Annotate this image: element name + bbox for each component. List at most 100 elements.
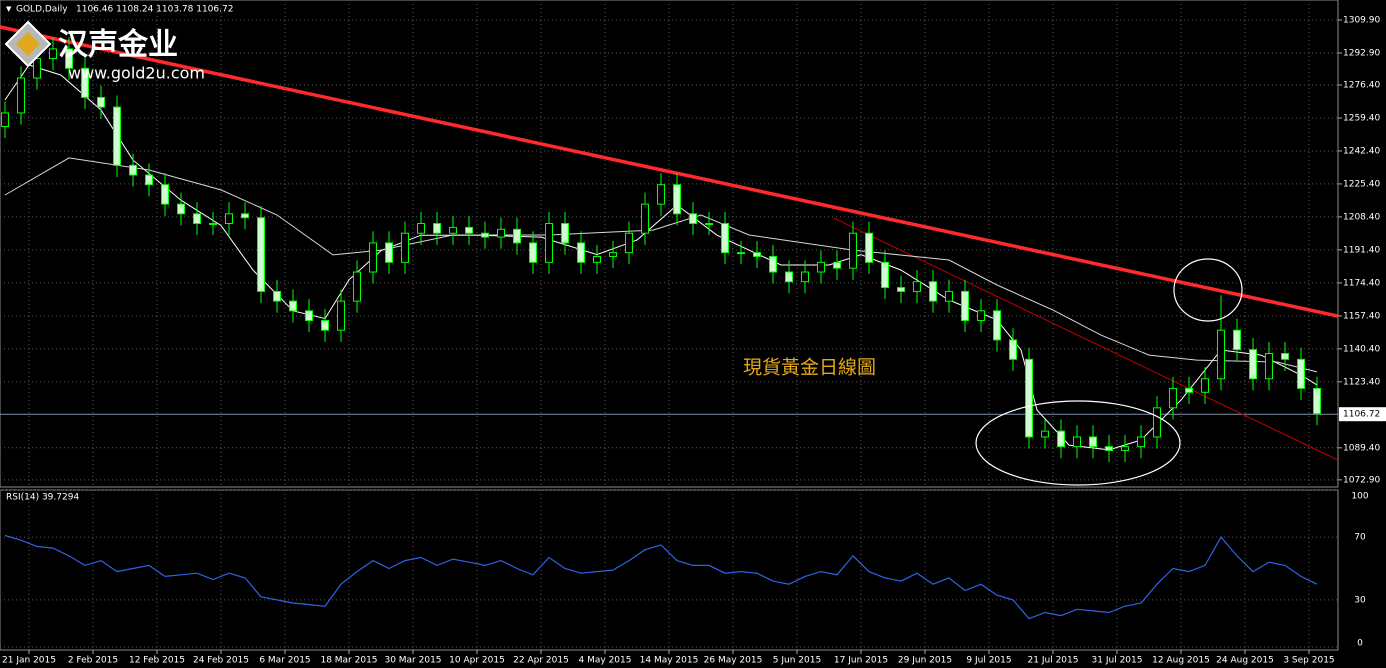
x-tick-label: 21 Jan 2015 — [2, 656, 56, 666]
candle-body — [1233, 329, 1241, 351]
candle-body — [753, 252, 761, 257]
x-tick-label: 12 Feb 2015 — [129, 656, 185, 666]
candle-body — [1249, 349, 1257, 380]
x-tick-label: 17 Jun 2015 — [834, 656, 888, 666]
candle-body — [1281, 353, 1289, 360]
y-tick-label: 1276.40 — [1343, 80, 1380, 90]
candle-body — [65, 48, 73, 69]
candle-body — [353, 271, 361, 302]
logo-name: 汉声金业 — [58, 28, 178, 63]
candle-body — [977, 310, 985, 322]
moving-average — [4, 157, 1318, 373]
x-tick-label: 18 Mar 2015 — [320, 656, 377, 666]
candle-body — [833, 261, 841, 269]
candle-body — [817, 261, 825, 273]
candle-body — [257, 217, 265, 292]
candle-body — [577, 242, 585, 263]
y-tick-label: 1072.90 — [1343, 475, 1380, 485]
candle-body — [113, 106, 121, 166]
candle-body — [657, 184, 665, 205]
candle-body — [529, 242, 537, 263]
candle-body — [1185, 387, 1193, 393]
trendline — [833, 217, 1339, 461]
annotation: 現貨黃金日線圖 — [743, 357, 876, 379]
y-tick-label: 1259.40 — [1343, 113, 1380, 123]
candle-body — [497, 228, 505, 238]
logo-icon-inner — [16, 32, 40, 56]
line-layer — [0, 25, 1339, 620]
candle-body — [481, 232, 489, 238]
x-tick-label: 4 May 2015 — [579, 656, 632, 666]
candle-body — [1265, 353, 1273, 380]
candle-body — [273, 290, 281, 302]
x-tick-label: 6 Mar 2015 — [259, 656, 310, 666]
candle-body — [1, 112, 9, 128]
candle-body — [225, 213, 233, 225]
y-tick-label: 1242.40 — [1343, 146, 1380, 156]
candle-body — [209, 223, 217, 226]
trendline — [0, 25, 1339, 318]
candle-body — [145, 174, 153, 186]
y-tick-label: 1089.40 — [1343, 443, 1380, 453]
x-tick-label: 26 May 2015 — [704, 656, 763, 666]
y-tick-label: 1140.40 — [1343, 344, 1380, 354]
candle-body — [721, 223, 729, 254]
candle-body — [641, 203, 649, 234]
x-tick-label: 21 Jul 2015 — [1028, 656, 1079, 666]
x-tick-label: 12 Aug 2015 — [1152, 656, 1210, 666]
candle-body — [177, 203, 185, 215]
candle-body — [417, 223, 425, 234]
candle-body — [337, 300, 345, 331]
last-price-box — [1339, 407, 1386, 422]
candle-body — [785, 271, 793, 283]
x-tick-label: 10 Apr 2015 — [449, 656, 505, 666]
y-tick-label: 100 — [1351, 492, 1368, 502]
x-tick-label: 31 Jul 2015 — [1092, 656, 1143, 666]
candle-body — [1041, 430, 1049, 438]
rsi-title: RSI(14) 39.7294 — [6, 493, 79, 503]
candle-body — [865, 232, 873, 263]
highlight-circle — [1173, 258, 1243, 322]
candle-body — [1313, 387, 1321, 415]
candle-body — [1297, 358, 1305, 389]
candle-body — [593, 255, 601, 263]
axis-layer: 1309.90 1292.90 1276.40 1259.40 1242.40 1225.… — [2, 15, 1386, 666]
rsi-line — [4, 534, 1318, 620]
candle-body — [945, 290, 953, 302]
y-tick-label: 1174.40 — [1343, 278, 1380, 288]
x-tick-label: 14 May 2015 — [640, 656, 699, 666]
candle-body — [881, 261, 889, 289]
candle-body — [433, 223, 441, 234]
candle-body — [929, 281, 937, 302]
candle-body — [769, 255, 777, 273]
candle-body — [1217, 329, 1225, 380]
candle-body — [81, 67, 89, 98]
candle-body — [993, 310, 1001, 341]
candle-body — [1073, 436, 1081, 448]
candle-body — [193, 213, 201, 225]
candle-body — [129, 164, 137, 176]
candle-body — [1089, 436, 1097, 448]
x-tick-label: 9 Jul 2015 — [966, 656, 1011, 666]
candle-body — [897, 287, 905, 292]
candle-body — [1169, 387, 1177, 409]
candle-body — [961, 290, 969, 322]
candle-body — [1025, 358, 1033, 438]
candle-body — [289, 300, 297, 312]
candle-body — [161, 184, 169, 205]
y-tick-label: 1123.40 — [1343, 377, 1380, 387]
y-tick-label: 1191.40 — [1343, 245, 1380, 255]
candle-body — [465, 226, 473, 234]
candle-body — [305, 310, 313, 322]
candle-body — [737, 252, 745, 255]
x-tick-label: 24 Aug 2015 — [1216, 656, 1274, 666]
candle-body — [49, 48, 57, 60]
candle-body — [513, 228, 521, 244]
candle-body — [321, 320, 329, 331]
candle-body — [913, 281, 921, 292]
moving-average — [4, 64, 1318, 451]
candle-body — [849, 232, 857, 269]
candle-body — [33, 58, 41, 79]
last-price-label: 1106.72 — [1343, 410, 1380, 420]
